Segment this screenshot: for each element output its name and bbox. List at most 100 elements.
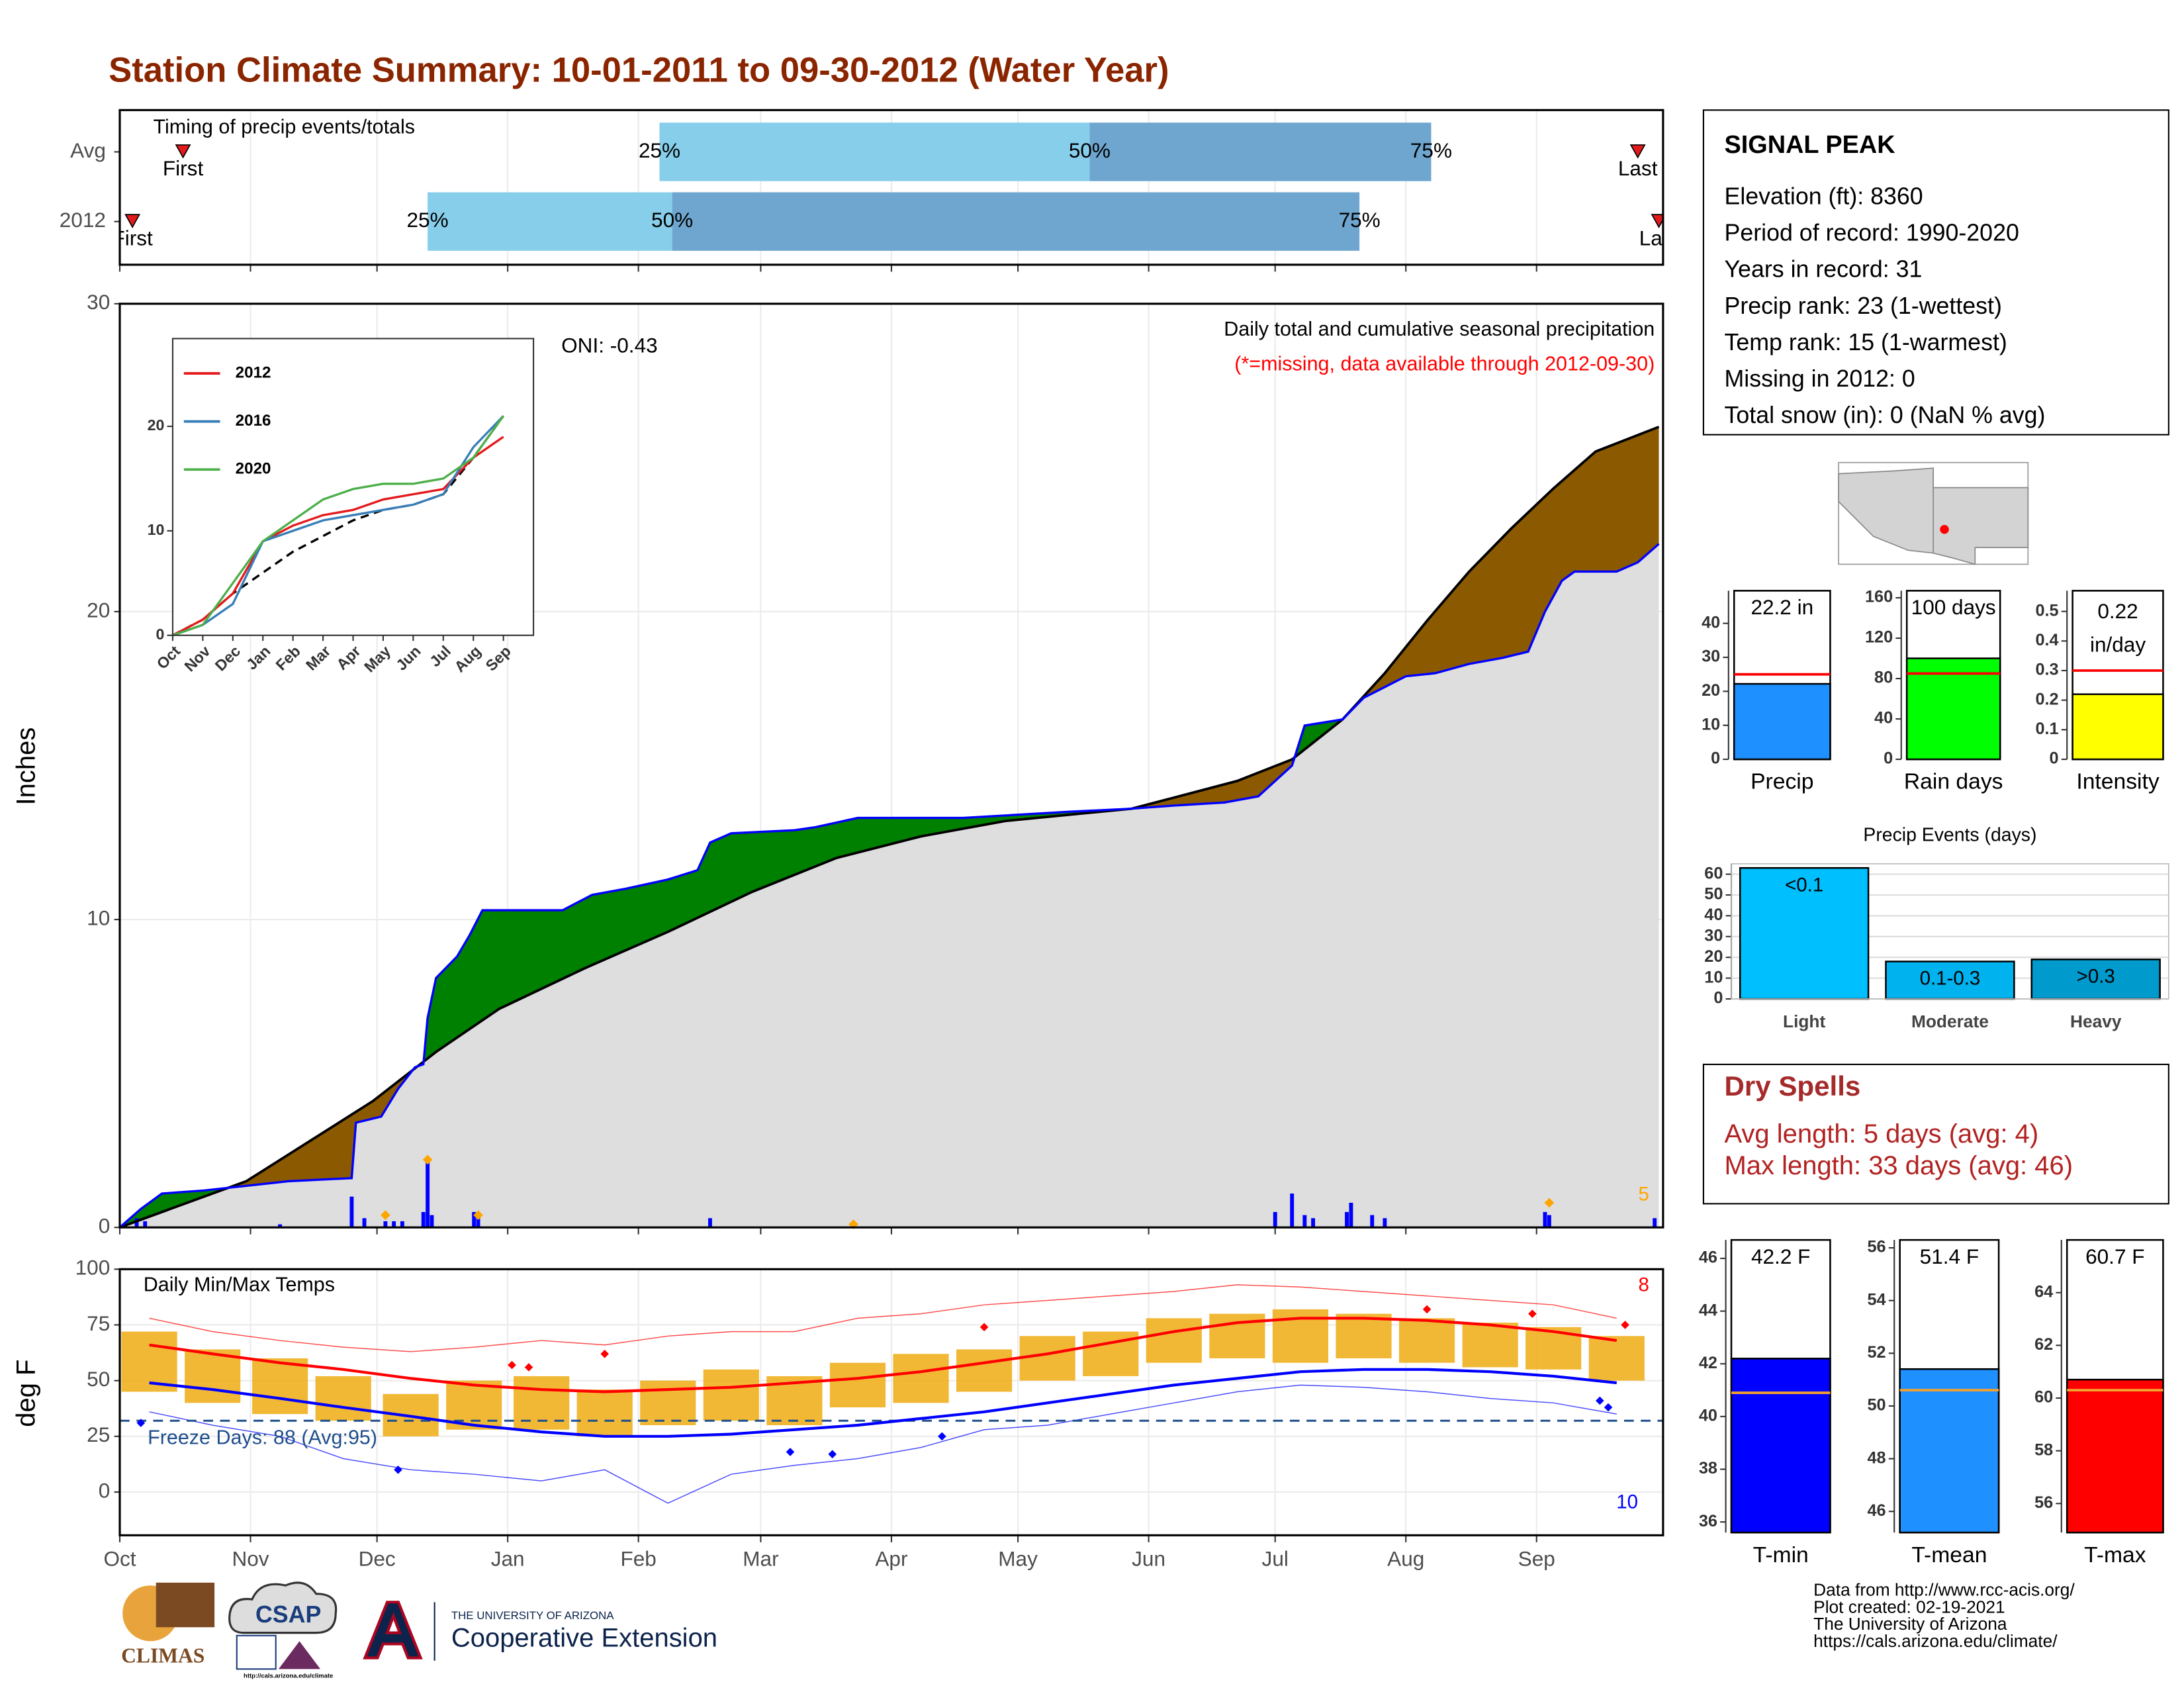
panel-title: Timing of precip events/totals (154, 116, 416, 138)
station-name: SIGNAL PEAK (1724, 131, 1895, 159)
record-high-marker (979, 1323, 989, 1332)
logo-university: THE UNIVERSITY OF ARIZONA (451, 1609, 614, 1622)
daily-bar (1290, 1194, 1295, 1228)
daily-bar (430, 1215, 434, 1228)
daily-bar (1345, 1211, 1349, 1228)
x-tick-label: Jul (1262, 1547, 1289, 1571)
timing-rows: 25% 50% 75% First Last 25% 50% 75% First Last (120, 122, 1663, 251)
row-label: Avg (70, 138, 106, 162)
bar (1899, 1368, 2000, 1534)
y-tick-label: 58 (2034, 1440, 2053, 1459)
y-tick-label: 62 (2034, 1335, 2053, 1354)
y-tick-label: 30 (1704, 926, 1723, 945)
y-tick-label: 20 (1704, 947, 1723, 966)
y-tick-label: 0.4 (2035, 631, 2058, 649)
normal-max-line (149, 1317, 1617, 1393)
dry-spells-lines: Avg length: 5 days (avg: 4)Max length: 3… (1724, 1119, 2073, 1180)
logos: CLIMAS CSAP http://cals.arizona.edu/clim… (121, 1581, 717, 1679)
x-tick-label: Oct (103, 1547, 136, 1571)
y-tick-label: 0 (2050, 749, 2059, 768)
y-tick-label: 10 (87, 906, 110, 929)
y-tick-label: 10 (1702, 715, 1720, 733)
base-area (119, 543, 1659, 1228)
daily-range-bar (1462, 1323, 1518, 1368)
daily-bar (134, 1218, 139, 1228)
daily-bar (1349, 1202, 1353, 1228)
y-tick-label: 30 (1702, 647, 1720, 666)
y-tick-label: 40 (1702, 613, 1720, 632)
daily-bar (1653, 1218, 1657, 1228)
y-tick-label: 50 (1868, 1396, 1886, 1415)
daily-bar (392, 1221, 396, 1228)
snow-marker (381, 1210, 390, 1220)
value-label: 42.2 F (1751, 1244, 1810, 1268)
y-tick-label: 46 (1868, 1501, 1886, 1520)
bar (2030, 959, 2161, 1000)
y-tick-label: 52 (1868, 1343, 1886, 1362)
legend-label: 2016 (236, 412, 271, 430)
credit-line: Data from http://www.rcc-acis.org/ (1813, 1579, 2075, 1599)
x-tick-label: Moderate (1911, 1011, 1989, 1031)
average-line (172, 415, 505, 637)
value-label: 60.7 F (2085, 1244, 2144, 1268)
daily-range-bar (1146, 1318, 1202, 1363)
logo-url: http://cals.arizona.edu/climate (244, 1672, 333, 1679)
inset-background (172, 338, 534, 635)
series-line (172, 436, 504, 637)
inset-frame (171, 338, 535, 636)
y-tick-label: 46 (1699, 1248, 1717, 1267)
panel-frame (1731, 863, 2169, 1000)
daily-range-bar (252, 1358, 308, 1415)
daily-range-bar (703, 1369, 759, 1421)
bar (1885, 961, 2015, 1000)
y-tick-label: 20 (1702, 681, 1720, 700)
daily-bar (362, 1218, 367, 1228)
x-tick-label: Mar (743, 1547, 778, 1571)
y-tick-label: 56 (2034, 1493, 2053, 1512)
record-high-marker (524, 1363, 533, 1372)
bar (2066, 1378, 2164, 1534)
x-tick-label: Light (1783, 1011, 1825, 1031)
daily-range-bar (1336, 1313, 1392, 1358)
record-low-marker (828, 1450, 837, 1459)
observed-line (118, 543, 1660, 1229)
record-low-marker (136, 1419, 146, 1427)
y-tick-label: 75 (87, 1311, 110, 1335)
x-tick-label: Jun (1132, 1547, 1165, 1571)
y-tick-label: 50 (1704, 885, 1723, 904)
low-count: 10 (1616, 1491, 1638, 1513)
daily-range-bar (185, 1349, 241, 1403)
y-tick-label: 0.5 (2035, 601, 2058, 620)
daily-bar (143, 1221, 148, 1228)
y-tick-label: 0 (1711, 749, 1720, 768)
x-tick-label: Dec (359, 1547, 396, 1571)
y-tick-label: 10 (148, 521, 165, 538)
daily-bar (1302, 1215, 1307, 1228)
credit-line: Plot created: 02-19-2021 (1813, 1597, 2005, 1617)
daily-bar (349, 1196, 354, 1228)
logo-csap: CSAP (255, 1601, 321, 1628)
credits: Data from http://www.rcc-acis.org/Plot c… (1813, 1579, 2075, 1651)
daily-range-bar (956, 1349, 1013, 1392)
quantile-label: 50% (651, 208, 693, 232)
y-tick-label: 38 (1699, 1459, 1717, 1477)
bar-label: <0.1 (1785, 874, 1823, 896)
x-tick-label: Nov (232, 1547, 269, 1571)
panel-title: Daily Min/Max Temps (144, 1274, 335, 1296)
daily-bar (1370, 1215, 1375, 1228)
bar (1733, 682, 1831, 761)
station-line: Period of record: 1990-2020 (1724, 219, 2019, 246)
y-tick-label: 0.1 (2035, 720, 2058, 738)
record-low-marker (394, 1466, 402, 1474)
credit-line: The University of Arizona (1813, 1614, 2007, 1634)
daily-bar (1273, 1211, 1277, 1228)
y-tick-label: 60 (1704, 864, 1723, 882)
y-tick-label: 40 (1874, 709, 1893, 727)
daily-bar (278, 1224, 283, 1228)
record-high-marker (1528, 1309, 1537, 1318)
bar-label: >0.3 (2077, 965, 2115, 987)
y-tick-label: 30 (87, 290, 110, 314)
quantile-label: 75% (1410, 138, 1452, 162)
station-box (1702, 109, 2169, 436)
y-tick-label: 0 (156, 626, 164, 643)
